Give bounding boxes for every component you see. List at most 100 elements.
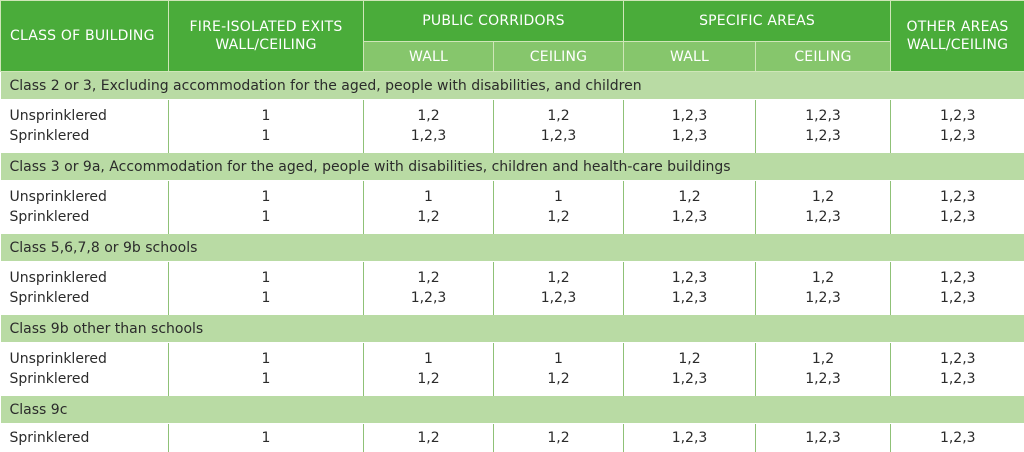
header-class-of-building: CLASS OF BUILDING	[1, 1, 169, 72]
header-fire-isolated-exits: FIRE-ISOLATED EXITS WALL/CEILING	[169, 1, 364, 72]
cell-public-corridors-ceiling: 1,2	[494, 424, 624, 452]
rating-value: 1	[173, 106, 359, 126]
sprinkler-status-label: Sprinklered	[10, 207, 165, 227]
rating-value: 1,2,3	[895, 369, 1021, 389]
rating-value: 1,2,3	[628, 288, 751, 308]
rating-value: 1,2,3	[760, 369, 886, 389]
rating-value: 1,2,3	[628, 126, 751, 146]
rating-value: 1,2	[368, 369, 489, 389]
header-specific-areas: SPECIFIC AREAS	[624, 1, 891, 42]
rating-value: 1,2,3	[895, 268, 1021, 288]
sprinkler-status-label: Sprinklered	[10, 126, 165, 146]
rating-value: 1,2,3	[895, 288, 1021, 308]
rating-value: 1,2,3	[760, 106, 886, 126]
section-row: Class 2 or 3, Excluding accommodation fo…	[1, 72, 1024, 100]
rating-value: 1,2,3	[895, 106, 1021, 126]
rating-value: 1,2	[628, 349, 751, 369]
rating-value: 1,2	[760, 268, 886, 288]
sprinkler-status-label: Unsprinklered	[10, 106, 165, 126]
header-other-areas: OTHER AREAS WALL/CEILING	[891, 1, 1024, 72]
rating-value: 1,2,3	[628, 106, 751, 126]
rating-value: 1,2,3	[628, 369, 751, 389]
rating-value: 1	[368, 349, 489, 369]
rating-value: 1	[498, 349, 619, 369]
rating-value: 1	[498, 187, 619, 207]
rating-value: 1,2	[368, 268, 489, 288]
rating-value: 1,2	[498, 207, 619, 227]
section-title: Class 9c	[1, 396, 1024, 424]
sprinkler-status-label: Unsprinklered	[10, 187, 165, 207]
cell-specific-areas-wall: 1,2,3	[624, 424, 756, 452]
header-specific-areas-ceiling: CEILING	[756, 42, 891, 72]
table-body: Class 2 or 3, Excluding accommodation fo…	[1, 72, 1024, 452]
rating-value: 1,2	[498, 369, 619, 389]
rating-value: 1	[173, 369, 359, 389]
sprinkler-status-label: Sprinklered	[10, 369, 165, 389]
rating-value: 1,2,3	[368, 288, 489, 308]
rating-value: 1,2	[368, 106, 489, 126]
rating-value: 1	[173, 268, 359, 288]
section-title: Class 9b other than schools	[1, 315, 1024, 343]
rating-value: 1,2	[498, 428, 619, 448]
header-public-corridors-ceiling: CEILING	[494, 42, 624, 72]
sprinkler-status-label: Unsprinklered	[10, 349, 165, 369]
rating-value: 1	[173, 126, 359, 146]
section-title: Class 2 or 3, Excluding accommodation fo…	[1, 72, 1024, 100]
rating-value: 1,2	[760, 349, 886, 369]
rating-value: 1	[173, 288, 359, 308]
rating-value: 1,2	[628, 187, 751, 207]
section-row: Class 3 or 9a, Accommodation for the age…	[1, 153, 1024, 181]
rating-value: 1,2,3	[628, 268, 751, 288]
section-title: Class 3 or 9a, Accommodation for the age…	[1, 153, 1024, 181]
cell-public-corridors-wall: 1,2	[364, 424, 494, 452]
cell-fire-isolated-exits: 1	[169, 424, 364, 452]
header-public-corridors-wall: WALL	[364, 42, 494, 72]
rating-value: 1,2,3	[760, 428, 886, 448]
rating-value: 1	[173, 349, 359, 369]
rating-value: 1,2,3	[760, 288, 886, 308]
header-public-corridors: PUBLIC CORRIDORS	[364, 1, 624, 42]
rating-value: 1,2,3	[895, 349, 1021, 369]
sprinkler-status-label: Sprinklered	[10, 428, 165, 448]
rating-value: 1,2,3	[895, 207, 1021, 227]
header-specific-areas-wall: WALL	[624, 42, 756, 72]
rating-value: 1,2,3	[760, 126, 886, 146]
rating-value: 1,2	[760, 187, 886, 207]
rating-value: 1,2,3	[895, 126, 1021, 146]
rating-value: 1	[173, 428, 359, 448]
cell-other-areas: 1,2,3	[891, 424, 1024, 452]
section-row: Class 5,6,7,8 or 9b schools	[1, 234, 1024, 262]
rating-value: 1,2,3	[368, 126, 489, 146]
